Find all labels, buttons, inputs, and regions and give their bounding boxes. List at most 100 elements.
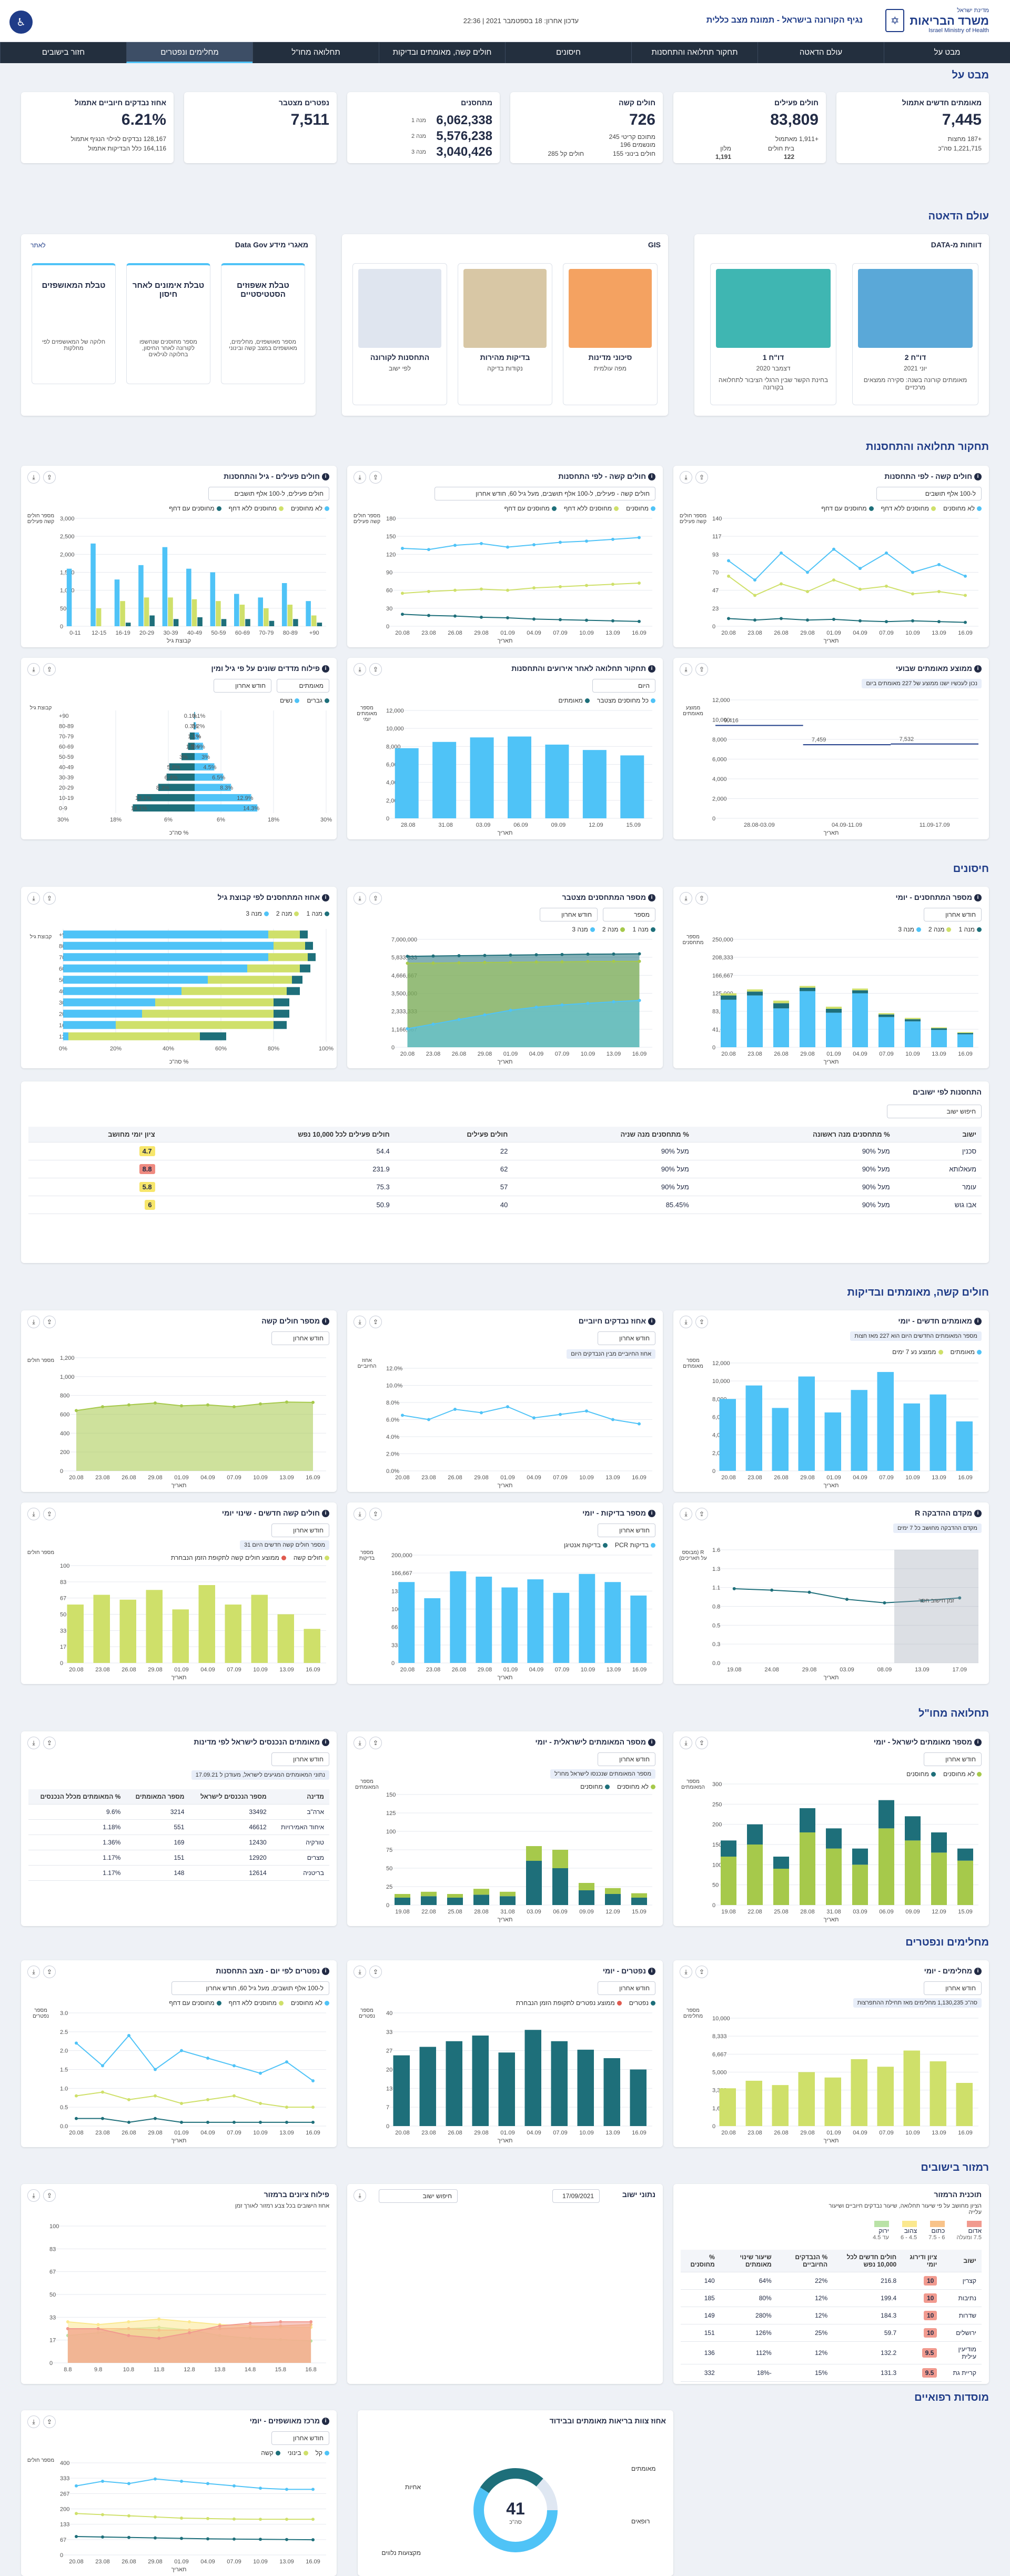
table-row[interactable]: איחוד האמירויות 46612 551 1.18% (28, 1819, 329, 1835)
legend-item[interactable]: לא מחוסנים (943, 505, 982, 512)
share-icon[interactable]: ⇪ (369, 663, 382, 676)
nav-recovered[interactable]: מחלימים ונפטרים (126, 42, 252, 63)
legend-item[interactable]: מנה 3 (246, 910, 269, 917)
table-row[interactable]: ארה"ב 33492 3214 9.6% (28, 1804, 329, 1820)
datagov-tile[interactable]: טבלת אשפוזים הסטטיסטיים מספר מאושפזים, מ… (221, 263, 305, 384)
info-icon[interactable]: i (974, 1739, 982, 1747)
filter-select[interactable]: חודש אחרון (540, 908, 598, 921)
nav-cities[interactable]: חזור בישובים (0, 42, 126, 63)
table-header[interactable]: מספר הנכנסים לישראל (189, 1789, 272, 1805)
table-header[interactable]: שיעור שינוי מאומתים (720, 2250, 777, 2272)
filter-select[interactable]: חודש אחרון (214, 679, 271, 693)
info-icon[interactable]: i (322, 1510, 329, 1518)
legend-item[interactable]: מנה 1 (632, 926, 655, 933)
filter-select[interactable]: חודש אחרון (271, 1752, 329, 1766)
accessibility-icon[interactable]: ♿ (9, 11, 33, 34)
table-row[interactable]: מצרים 12920 151 1.17% (28, 1850, 329, 1866)
filter-select[interactable]: חולים פעילים, ל-100 אלף תושבים (208, 487, 329, 500)
table-header[interactable]: % מתחסנים מנה שניה (513, 1127, 694, 1142)
download-icon[interactable]: ⤓ (354, 1508, 366, 1520)
info-icon[interactable]: i (322, 1318, 329, 1326)
info-icon[interactable]: i (648, 1968, 655, 1976)
table-header[interactable]: מספר המאומתים (126, 1789, 190, 1805)
download-icon[interactable]: ⤓ (354, 892, 366, 905)
legend-item[interactable]: לא מחוסנים (943, 1770, 982, 1778)
table-header[interactable]: מדינה (271, 1789, 329, 1805)
report-tile[interactable]: דו"ח 2 יוני 2021 מאומתים קורונה בשנה: סק… (852, 263, 978, 405)
table-row[interactable]: עומר מעל 90% מעל 90% 57 75.3 5.8 (28, 1178, 982, 1196)
download-icon[interactable]: ⤓ (27, 892, 40, 905)
share-icon[interactable]: ⇪ (695, 471, 708, 484)
table-header[interactable]: חולים פעילים לכל 10,000 נפש (160, 1127, 395, 1142)
filter-select[interactable]: חודש אחרון (598, 1981, 655, 1995)
date-select[interactable]: 17/09/2021 (552, 2189, 600, 2203)
share-icon[interactable]: ⇪ (695, 1966, 708, 1978)
download-icon[interactable]: ⤓ (27, 663, 40, 676)
legend-item[interactable]: בינוני (288, 2449, 308, 2457)
download-icon[interactable]: ⤓ (27, 1737, 40, 1749)
legend-item[interactable]: מחוסנים עם דחף (504, 505, 557, 512)
share-icon[interactable]: ⇪ (695, 1316, 708, 1328)
filter-select[interactable]: היום (592, 679, 655, 693)
table-header[interactable]: ישוב (895, 1127, 982, 1142)
table-header[interactable]: ציון ודירוג יומי (902, 2250, 943, 2272)
share-icon[interactable]: ⇪ (43, 892, 56, 905)
legend-item[interactable]: מאומתים (951, 1348, 982, 1356)
download-icon[interactable]: ⤓ (680, 1316, 692, 1328)
filter-select[interactable]: מספר (603, 908, 655, 921)
table-header[interactable]: % הנבדקים החיוביים (776, 2250, 833, 2272)
info-icon[interactable]: i (974, 473, 982, 481)
info-icon[interactable]: i (974, 1318, 982, 1326)
info-icon[interactable]: i (648, 665, 655, 673)
share-icon[interactable]: ⇪ (43, 471, 56, 484)
share-icon[interactable]: ⇪ (43, 1966, 56, 1978)
info-icon[interactable]: i (974, 665, 982, 673)
filter-select[interactable]: חודש אחרון (924, 1981, 982, 1995)
gis-tile[interactable]: בדיקות מהירות נקודות בדיקה (458, 263, 552, 405)
gis-tile[interactable]: סיכוני מדינות מפה עולמית (563, 263, 658, 405)
table-row[interactable]: סכנין מעל 90% מעל 90% 22 54.4 4.7 (28, 1142, 982, 1160)
share-icon[interactable]: ⇪ (369, 1316, 382, 1328)
table-header[interactable]: ישוב (942, 2250, 982, 2272)
legend-item[interactable]: מנה 1 (306, 910, 329, 917)
download-icon[interactable]: ⤓ (680, 471, 692, 484)
legend-item[interactable]: לא מחוסנים (617, 1783, 655, 1790)
legend-item[interactable]: מחוסנים (906, 1770, 936, 1778)
table-header[interactable]: % המאומתים מכלל הנכנסים (28, 1789, 126, 1805)
download-icon[interactable]: ⤓ (354, 663, 366, 676)
ministry-logo[interactable]: מדינת ישראל משרד הבריאות Israel Ministry… (885, 7, 989, 34)
legend-item[interactable]: ממוצע נפטרים לתקופת הזמן הנבחרת (516, 1999, 622, 2007)
legend-item[interactable]: מחוסנים עם דחף (821, 505, 874, 512)
share-icon[interactable]: ⇪ (369, 1508, 382, 1520)
table-row[interactable]: קצרין 10 216.8 22% 64% 140 (681, 2272, 982, 2290)
info-icon[interactable]: i (322, 2418, 329, 2425)
legend-item[interactable]: מנה 1 (958, 926, 982, 933)
legend-item[interactable]: מחוסנים ללא דחף (881, 505, 936, 512)
legend-item[interactable]: בדיקות PCR (615, 1541, 655, 1549)
download-icon[interactable]: ⤓ (354, 1966, 366, 1978)
legend-item[interactable]: נפטרים (629, 1999, 655, 2007)
legend-item[interactable]: כל מחוסנים מצטבר (597, 697, 655, 704)
table-row[interactable]: בריטניה 12614 148 1.17% (28, 1865, 329, 1881)
legend-item[interactable]: ממוצע חולים קשה לתקופת הזמן הנבחרת (171, 1554, 286, 1561)
info-icon[interactable]: i (648, 1739, 655, 1747)
filter-select[interactable]: חודש אחרון (924, 908, 982, 921)
share-icon[interactable]: ⇪ (695, 1508, 708, 1520)
datagov-tile[interactable]: טבלת המאושפזים חלוקה של המאושפזים לפי מח… (32, 263, 116, 384)
filter-select[interactable]: ל-100 אלף תושבים, מעל גיל 60, חודש אחרון (171, 1981, 329, 1995)
legend-item[interactable]: לא מחוסנים (291, 1999, 329, 2007)
download-icon[interactable]: ⤓ (27, 2189, 40, 2202)
legend-item[interactable]: מחוסנים ללא דחף (229, 505, 284, 512)
share-icon[interactable]: ⇪ (369, 1966, 382, 1978)
legend-item[interactable]: בדיקות אנטיגן (564, 1541, 608, 1549)
table-header[interactable]: % מתחסנים מנה ראשונה (694, 1127, 895, 1142)
filter-select[interactable]: ל-100 אלף תושבים (876, 487, 982, 500)
legend-item[interactable]: מנה 2 (276, 910, 299, 917)
share-icon[interactable]: ⇪ (369, 892, 382, 905)
table-row[interactable]: אבו גוש מעל 90% 85.45% 40 50.9 6 (28, 1196, 982, 1214)
share-icon[interactable]: ⇪ (43, 2189, 56, 2202)
share-icon[interactable]: ⇪ (43, 1737, 56, 1749)
info-icon[interactable]: i (322, 1968, 329, 1976)
filter-select[interactable]: חולים קשה - פעילים, ל-100 אלף תושבים, מע… (435, 487, 655, 500)
table-row[interactable]: קריית גת 9.5 131.3 15% -18% 332 (681, 2364, 982, 2382)
